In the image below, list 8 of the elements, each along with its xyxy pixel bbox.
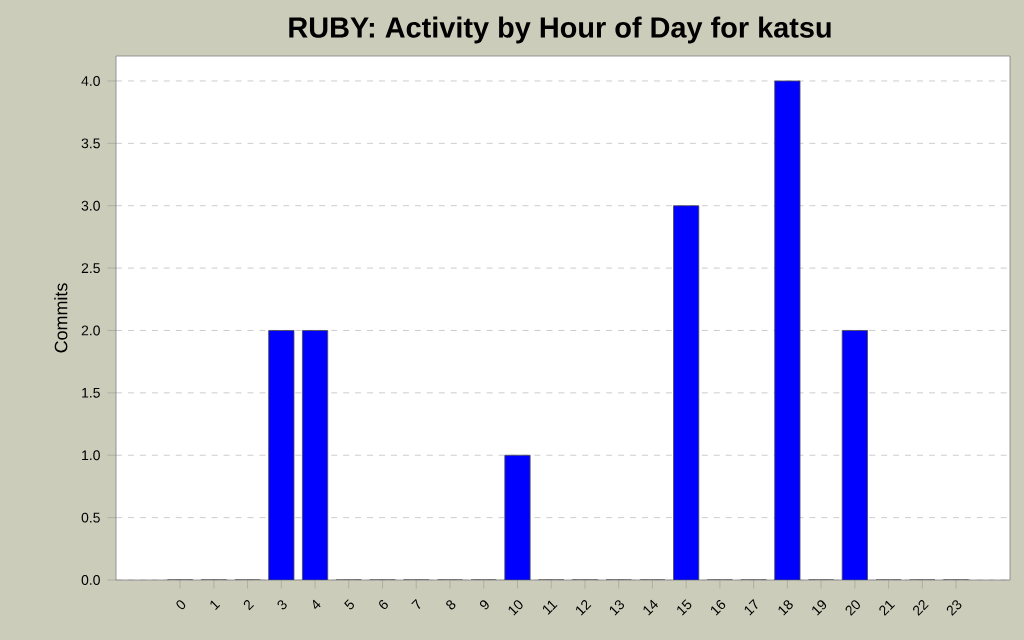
bar — [302, 330, 329, 580]
bar — [841, 330, 868, 580]
y-axis-title: Commits — [54, 283, 68, 353]
bar — [774, 80, 801, 580]
bar — [268, 330, 295, 580]
bar — [673, 205, 700, 580]
bar — [504, 454, 531, 580]
chart-title: RUBY: Activity by Hour of Day for katsu — [289, 16, 831, 44]
